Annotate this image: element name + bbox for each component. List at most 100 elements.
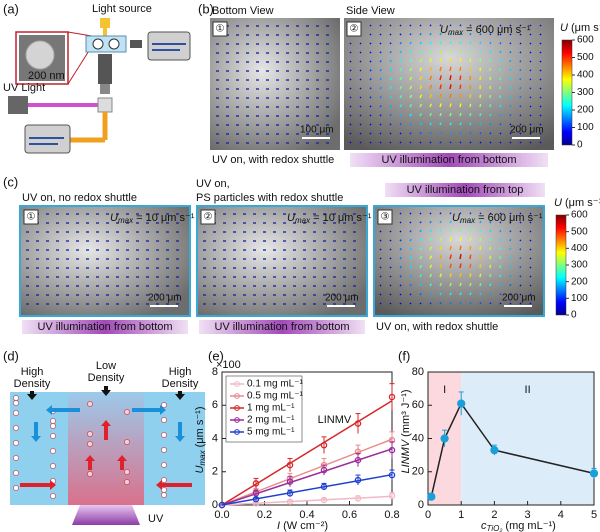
arrow bbox=[469, 41, 472, 45]
arrow bbox=[429, 283, 432, 287]
x-axis-label: I (W cm⁻²) bbox=[277, 520, 328, 532]
arrow bbox=[529, 257, 532, 260]
arrow bbox=[509, 302, 512, 305]
arrow bbox=[369, 114, 372, 117]
arrow bbox=[449, 273, 452, 278]
arrow bbox=[379, 141, 382, 144]
arrow bbox=[529, 33, 532, 36]
arrow bbox=[479, 24, 482, 27]
arrow bbox=[469, 263, 472, 269]
arrow bbox=[529, 105, 532, 108]
data-point bbox=[252, 480, 260, 487]
arrow bbox=[529, 123, 532, 126]
uv-banner bbox=[385, 183, 545, 197]
arrow bbox=[489, 50, 492, 54]
arrow bbox=[509, 247, 512, 251]
arrow bbox=[509, 123, 512, 126]
arrow bbox=[449, 49, 452, 54]
arrow bbox=[439, 237, 442, 242]
arrow bbox=[369, 87, 372, 90]
arrow bbox=[509, 230, 512, 233]
arrow bbox=[429, 49, 432, 54]
arrow bbox=[469, 245, 472, 251]
arrow bbox=[379, 114, 382, 117]
arrow bbox=[519, 239, 522, 242]
arrow bbox=[509, 68, 512, 72]
arrow bbox=[489, 212, 492, 215]
arrow bbox=[479, 237, 482, 242]
arrow bbox=[439, 282, 442, 287]
arrow-head bbox=[156, 480, 162, 490]
arrow bbox=[529, 69, 532, 72]
particle bbox=[161, 447, 167, 453]
arrow bbox=[539, 96, 542, 99]
arrow bbox=[409, 265, 413, 269]
density-label: Density bbox=[88, 372, 125, 384]
flow-arrows bbox=[349, 24, 542, 144]
arrow bbox=[459, 41, 462, 45]
view-label: Side View bbox=[346, 5, 395, 17]
arrow bbox=[519, 284, 522, 287]
arrow bbox=[419, 238, 423, 242]
arrow bbox=[509, 42, 512, 45]
arrow bbox=[499, 59, 502, 63]
colorbar-tick-label: 400 bbox=[571, 243, 588, 254]
arrow bbox=[419, 283, 422, 287]
setup-label: UV Light bbox=[3, 82, 45, 94]
arrow bbox=[449, 24, 452, 27]
x-tick-label: 2 bbox=[491, 509, 497, 521]
data-point bbox=[457, 399, 466, 408]
arrow bbox=[519, 123, 522, 126]
arrow bbox=[529, 87, 532, 90]
arrow bbox=[389, 113, 392, 117]
arrow bbox=[449, 292, 452, 296]
subscript: max bbox=[118, 216, 134, 225]
arrow bbox=[469, 212, 472, 215]
particle bbox=[161, 432, 167, 438]
arrow bbox=[519, 78, 522, 81]
arrow bbox=[389, 24, 392, 27]
arrow bbox=[429, 84, 433, 90]
arrow bbox=[479, 41, 482, 45]
arrow-head bbox=[50, 480, 56, 490]
arrow bbox=[349, 105, 352, 108]
arrow bbox=[519, 257, 522, 260]
arrow bbox=[459, 254, 462, 260]
arrow bbox=[409, 58, 413, 63]
arrow bbox=[469, 220, 472, 224]
arrow bbox=[539, 114, 542, 117]
arrow bbox=[389, 266, 392, 269]
arrow bbox=[509, 284, 512, 287]
arrow bbox=[449, 93, 452, 99]
arrow bbox=[499, 24, 502, 27]
arrow bbox=[449, 103, 452, 108]
arrow bbox=[429, 264, 433, 269]
arrow bbox=[499, 123, 502, 126]
arrow bbox=[469, 103, 472, 108]
particle bbox=[50, 448, 56, 454]
particle bbox=[50, 433, 56, 439]
arrow bbox=[439, 93, 442, 99]
y-tick-label: 80 bbox=[412, 366, 424, 378]
arrow bbox=[529, 221, 532, 224]
arrow bbox=[449, 254, 452, 260]
region bbox=[461, 372, 594, 505]
arrow bbox=[439, 131, 442, 135]
arrow bbox=[389, 275, 392, 278]
arrow bbox=[539, 24, 542, 27]
scale-label: 200 μm bbox=[510, 125, 544, 136]
arrow bbox=[399, 24, 402, 27]
arrow bbox=[529, 24, 532, 27]
arrow bbox=[539, 69, 542, 72]
arrow bbox=[419, 50, 422, 54]
arrow bbox=[459, 292, 462, 296]
colorbar-tick-label: 400 bbox=[577, 70, 594, 81]
arrow bbox=[359, 96, 362, 99]
arrow bbox=[389, 33, 392, 36]
fit-line bbox=[221, 448, 393, 506]
arrow bbox=[429, 103, 432, 108]
arrow bbox=[439, 263, 443, 269]
arrow bbox=[449, 237, 452, 242]
particle bbox=[13, 470, 19, 476]
arrow bbox=[489, 141, 492, 144]
